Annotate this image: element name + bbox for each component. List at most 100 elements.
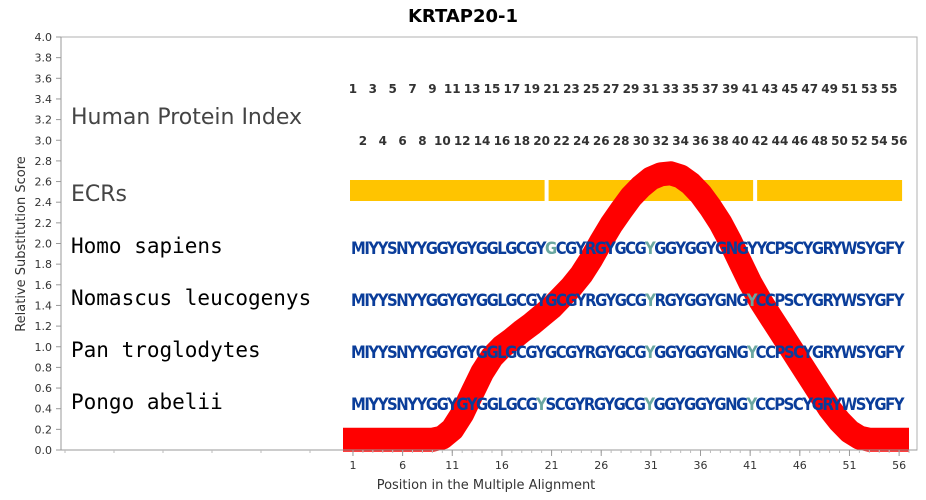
index-number: 18 [513,134,530,148]
residue: G [565,343,577,363]
residue: S [387,395,397,415]
residue: P [775,343,786,363]
index-number: 30 [633,134,650,148]
y-tick-label: 1.2 [35,320,53,333]
residue: L [497,239,507,259]
residue: C [624,395,635,415]
index-number: 49 [821,82,838,96]
residue: W [841,395,858,415]
index-number: 28 [613,134,630,148]
residue: C [625,343,636,363]
residue: S [856,395,866,415]
residue: G [685,343,697,363]
y-axis-label: Relative Substitution Score [14,156,29,332]
residue: C [516,343,527,363]
x-tick-label: 46 [793,459,807,472]
index-number: 55 [881,82,898,96]
residue: C [755,395,766,415]
residue: C [793,239,804,259]
residue: R [655,291,667,311]
residue: G [654,395,666,415]
index-number: 46 [791,134,808,148]
residue: C [793,395,804,415]
index-number: 5 [389,82,397,96]
residue: S [856,343,866,363]
species-name: Pan troglodytes [71,338,261,362]
residue: G [634,395,646,415]
residue: S [387,343,397,363]
y-tick-label: 1.8 [35,258,53,271]
y-tick-label: 1.0 [35,341,53,354]
residue: G [874,343,886,363]
y-tick-label: 2.0 [35,238,53,251]
index-number: 11 [444,82,461,96]
index-number: 53 [861,82,878,96]
index-number: 43 [762,82,779,96]
residue: G [715,343,727,363]
index-number: 42 [752,134,769,148]
index-number: 50 [831,134,848,148]
residue: C [516,395,527,415]
y-tick-label: 3.8 [35,52,53,65]
index-number: 23 [563,82,580,96]
residue: G [812,239,824,259]
residue: G [456,395,468,415]
residue: I [364,239,369,259]
index-number: 10 [434,134,451,148]
residue: N [726,343,738,363]
y-tick-label: 2.4 [35,196,53,209]
residue: L [498,395,508,415]
residue: R [584,395,596,415]
residue: G [545,239,557,259]
residue: G [695,239,707,259]
species-sequence: MIYYSNYYGGYGYGGLGCGYGCGYRGYGCGYGGYGGYGNG… [351,239,905,259]
residue: C [556,343,567,363]
index-number: 44 [772,134,789,148]
residue: G [505,239,517,259]
residue: R [585,291,597,311]
x-tick-label: 1 [349,459,356,472]
residue: R [585,239,597,259]
human-protein-index-label: Human Protein Index [71,105,302,130]
index-number: 2 [359,134,367,148]
residue: G [525,343,537,363]
residue: G [654,239,666,259]
index-number: 9 [428,82,436,96]
residue: G [476,395,488,415]
residue: I [364,291,369,311]
residue: G [505,343,517,363]
index-number: 22 [553,134,570,148]
residue: M [351,343,365,363]
residue: M [351,239,365,259]
y-tick-label: 0.4 [35,403,53,416]
residue: G [654,343,666,363]
residue: G [714,395,726,415]
residue: C [555,395,566,415]
residue: G [437,395,449,415]
index-number: 26 [593,134,610,148]
residue: G [545,291,557,311]
index-number: 1 [349,82,357,96]
residue: G [715,291,727,311]
residue: C [756,343,767,363]
residue: G [564,395,576,415]
index-number: 34 [672,134,689,148]
residue: G [526,291,538,311]
y-tick-label: 2.2 [35,217,53,230]
residue: G [565,239,577,259]
residue: S [784,291,794,311]
residue: C [755,291,766,311]
index-number: 41 [742,82,759,96]
species-name: Nomascus leucogenys [71,286,311,310]
residue: G [812,395,824,415]
index-number: 20 [533,134,550,148]
residue: G [874,291,886,311]
residue: G [635,291,647,311]
residue: S [545,395,555,415]
species-row: Pan troglodytes MIYYSNYYGGYGYGGLGCGYGCGYR… [71,338,907,363]
index-number: 16 [494,134,511,148]
species-name: Pongo abelii [71,390,223,414]
residue: G [486,343,498,363]
series-line [341,161,912,452]
